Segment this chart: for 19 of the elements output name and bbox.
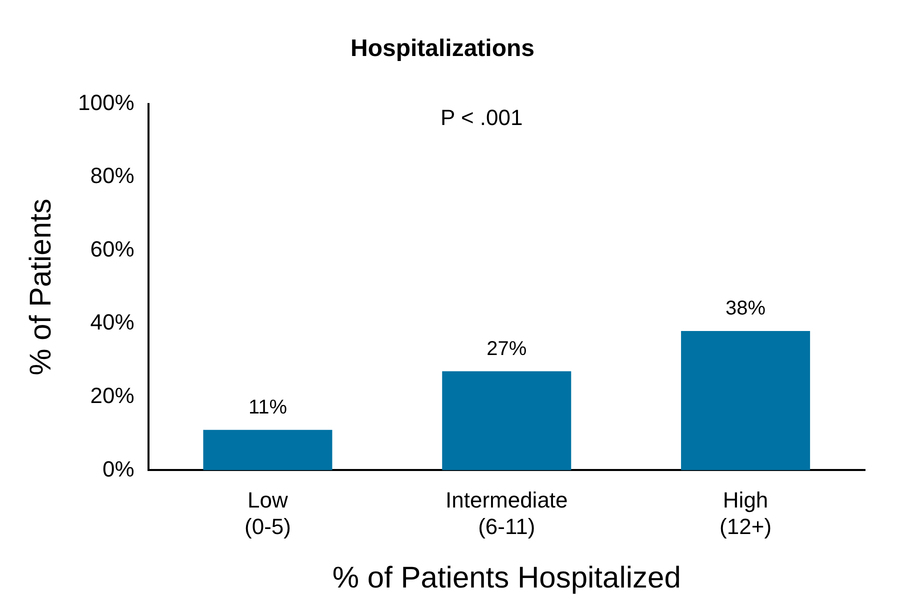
y-tick-label: 100%	[78, 90, 134, 115]
y-tick-label: 60%	[90, 236, 134, 262]
x-tick-label: High (12+)	[720, 487, 772, 539]
y-tick-label: 20%	[90, 382, 134, 408]
x-tick-label: Intermediate (6-11)	[445, 487, 568, 539]
bar	[203, 430, 332, 470]
bar	[442, 371, 572, 470]
data-label: 27%	[486, 338, 527, 360]
chart-title: Hospitalizations	[350, 35, 535, 62]
y-tick-label: 80%	[90, 163, 134, 188]
bar	[681, 330, 810, 470]
x-axis-title: % of Patients Hospitalized	[332, 561, 681, 594]
y-axis-title: % of Patients	[24, 198, 58, 376]
annotation: P < .001	[440, 104, 523, 130]
x-tick-label: Low (0-5)	[244, 487, 291, 539]
y-tick-label: 40%	[90, 310, 134, 335]
y-tick-label: 0%	[102, 456, 134, 482]
data-label: 38%	[726, 297, 766, 320]
data-label: 11%	[248, 396, 288, 418]
